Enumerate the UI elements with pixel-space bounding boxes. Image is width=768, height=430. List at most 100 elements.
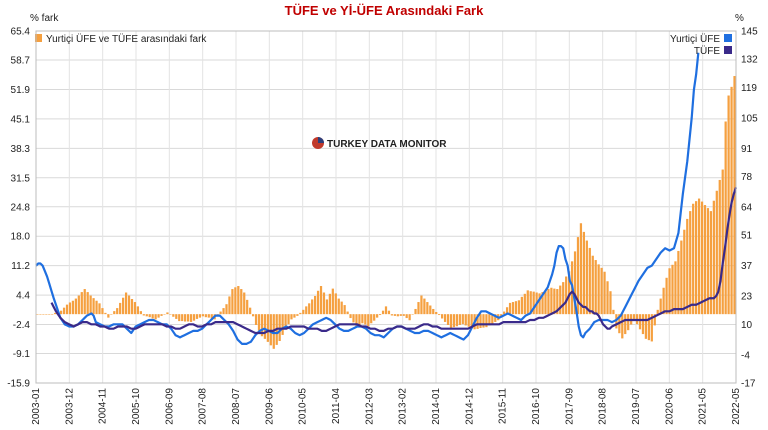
bar — [260, 314, 264, 337]
bar — [71, 300, 75, 315]
bar — [668, 268, 671, 315]
bar — [494, 314, 497, 322]
bar — [201, 314, 204, 317]
bar — [263, 314, 267, 339]
bar — [284, 314, 287, 330]
bar — [585, 240, 588, 315]
bar — [488, 314, 491, 326]
bar — [151, 314, 154, 319]
bar — [48, 314, 51, 315]
legend-bar-swatch — [35, 34, 42, 42]
bar — [86, 292, 89, 315]
plot-frame — [35, 30, 737, 384]
right-axis-unit: % — [735, 13, 744, 24]
bar — [154, 314, 157, 320]
x-tick-label: 2020-06 — [664, 388, 675, 425]
bar — [449, 314, 453, 329]
bar — [68, 302, 72, 315]
bar — [550, 287, 553, 315]
bar — [712, 200, 715, 315]
bar — [124, 292, 128, 315]
bar — [414, 308, 417, 315]
x-tick-label: 2014-01 — [431, 388, 442, 425]
bar — [653, 314, 656, 326]
bar — [172, 314, 175, 317]
bar — [692, 203, 695, 315]
bar — [697, 198, 701, 315]
bar — [706, 208, 710, 315]
bar — [169, 314, 172, 315]
bar — [139, 311, 142, 315]
bar — [470, 314, 473, 329]
left-tick-label: 65.4 — [11, 27, 31, 38]
x-tick-label: 2012-03 — [364, 388, 375, 425]
left-tick-label: 58.7 — [11, 56, 31, 67]
bar — [612, 309, 615, 315]
left-tick-label: 4.4 — [16, 291, 30, 302]
x-tick-label: 2019-07 — [631, 388, 642, 425]
x-tick-label: 2015-11 — [498, 388, 509, 424]
left-tick-label: -15.9 — [7, 379, 30, 390]
bar — [709, 211, 713, 315]
bar — [119, 302, 122, 315]
bar — [541, 292, 544, 315]
bar — [331, 288, 334, 315]
bar — [89, 295, 92, 315]
bar — [408, 314, 411, 321]
bar — [505, 307, 509, 315]
bar — [373, 314, 376, 321]
left-axis-unit: % fark — [30, 13, 59, 24]
bar — [665, 277, 668, 315]
bar — [647, 314, 650, 341]
bar — [573, 251, 577, 315]
bar — [467, 314, 470, 327]
right-tick-label: 78 — [741, 172, 753, 183]
x-tick-label: 2013-02 — [398, 388, 409, 425]
bar — [423, 298, 426, 315]
x-tick-label: 2018-08 — [598, 388, 609, 425]
legend-tufe-swatch — [724, 46, 732, 54]
bar — [390, 314, 394, 316]
bar — [308, 303, 311, 315]
bar — [461, 314, 464, 325]
bar — [381, 310, 385, 315]
bar — [178, 314, 181, 322]
bar — [627, 314, 630, 331]
bar — [343, 305, 346, 315]
bar — [62, 307, 66, 315]
bar — [42, 314, 45, 315]
bar — [384, 306, 388, 315]
bar — [671, 264, 674, 315]
right-tick-label: 64 — [741, 203, 753, 214]
bar — [591, 255, 594, 315]
bar — [511, 302, 515, 315]
bar — [313, 295, 317, 315]
bar — [594, 260, 597, 315]
bar — [142, 314, 145, 316]
bar — [520, 296, 523, 315]
bar — [92, 298, 95, 315]
bar — [695, 201, 698, 315]
bar — [517, 300, 521, 315]
right-tick-label: 10 — [741, 320, 753, 331]
bar — [538, 293, 541, 315]
bar — [600, 267, 603, 315]
bar — [219, 311, 222, 315]
bar — [36, 314, 39, 315]
bar — [107, 314, 110, 318]
left-tick-label: 45.1 — [11, 114, 31, 125]
bar — [508, 302, 512, 315]
bar — [689, 211, 692, 315]
x-tick-label: 2003-12 — [64, 388, 75, 425]
bar — [523, 293, 526, 315]
left-tick-label: 11.2 — [11, 261, 30, 272]
bar — [349, 314, 352, 319]
x-tick-label: 2006-09 — [164, 388, 175, 425]
bar — [659, 298, 662, 315]
bar — [644, 314, 648, 339]
bar — [186, 314, 190, 322]
bar — [606, 281, 609, 315]
bar — [532, 291, 535, 315]
bar — [296, 314, 299, 316]
bar — [364, 314, 367, 325]
